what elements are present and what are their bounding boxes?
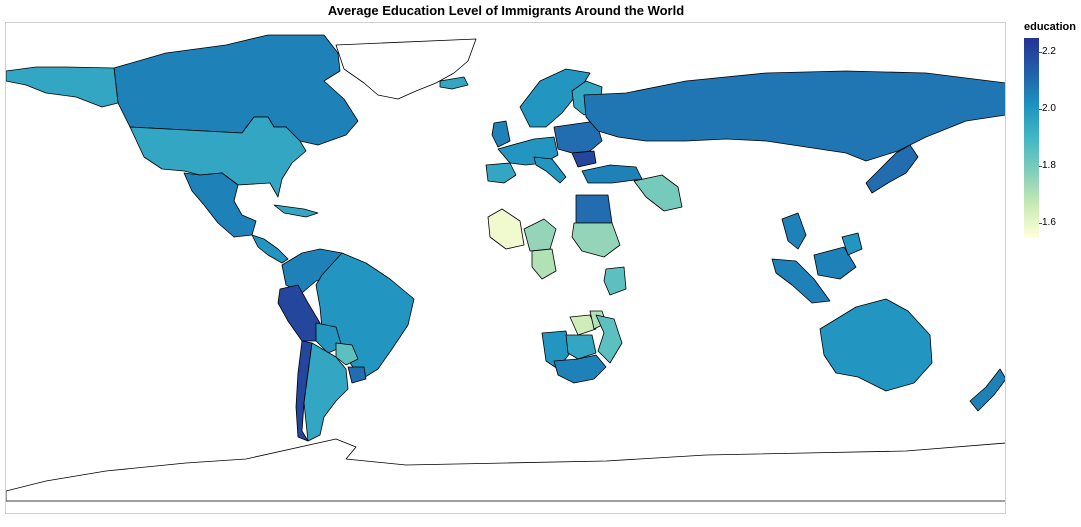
world-map[interactable] bbox=[6, 23, 1006, 514]
region-bolivia[interactable] bbox=[315, 322, 343, 354]
region-kenya[interactable] bbox=[603, 266, 627, 296]
region-united-kingdom[interactable] bbox=[491, 120, 511, 148]
map-plot-area[interactable] bbox=[5, 22, 1006, 514]
colorbar-tick-label: 2.0 bbox=[1039, 103, 1056, 115]
region-turkey[interactable] bbox=[581, 164, 643, 184]
region-antarctica[interactable] bbox=[6, 438, 1006, 502]
region-greenland[interactable] bbox=[335, 38, 477, 100]
region-russia[interactable] bbox=[583, 70, 1006, 162]
region-sudan[interactable] bbox=[571, 222, 621, 258]
region-zambia[interactable] bbox=[569, 314, 597, 336]
map-title: Average Education Level of Immigrants Ar… bbox=[327, 3, 685, 18]
region-central-america[interactable] bbox=[251, 234, 289, 264]
region-iberia[interactable] bbox=[485, 162, 517, 184]
region-philippines[interactable] bbox=[841, 232, 863, 256]
region-botswana[interactable] bbox=[565, 334, 597, 360]
region-japan[interactable] bbox=[865, 144, 919, 194]
region-mexico[interactable] bbox=[183, 172, 257, 238]
region-italy[interactable] bbox=[533, 156, 567, 184]
region-united-states[interactable] bbox=[129, 116, 307, 198]
colorbar-tick-label: 1.8 bbox=[1039, 159, 1056, 171]
region-iran[interactable] bbox=[633, 174, 683, 212]
region-iceland[interactable] bbox=[439, 76, 469, 90]
region-uruguay[interactable] bbox=[347, 366, 367, 384]
region-thailand[interactable] bbox=[781, 212, 807, 250]
colorbar-tick-label: 1.6 bbox=[1039, 216, 1056, 228]
region-nigeria[interactable] bbox=[531, 248, 557, 280]
region-mali[interactable] bbox=[487, 208, 525, 250]
region-argentina[interactable] bbox=[303, 342, 349, 442]
region-south-africa[interactable] bbox=[553, 354, 607, 384]
region-peru-ecuador[interactable] bbox=[277, 284, 321, 342]
colorbar bbox=[1024, 38, 1039, 237]
region-mozambique[interactable] bbox=[595, 314, 623, 364]
legend-title: education bbox=[1024, 21, 1076, 33]
colorbar-tick-label: 2.2 bbox=[1039, 46, 1056, 58]
region-malaysia-indonesia[interactable] bbox=[771, 246, 857, 304]
region-romania[interactable] bbox=[571, 150, 597, 168]
region-new-zealand[interactable] bbox=[969, 368, 1006, 412]
region-niger[interactable] bbox=[523, 218, 557, 252]
region-alaska[interactable] bbox=[6, 66, 119, 108]
region-caribbean[interactable] bbox=[273, 204, 319, 218]
region-australia[interactable] bbox=[819, 298, 933, 392]
region-egypt[interactable] bbox=[575, 194, 613, 224]
region-paraguay[interactable] bbox=[335, 342, 359, 366]
